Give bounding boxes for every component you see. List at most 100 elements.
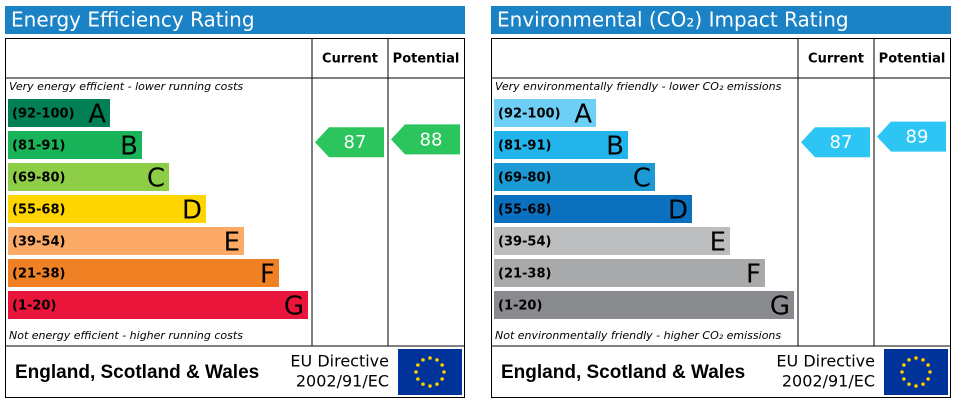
flag-star	[428, 384, 432, 388]
band-bar	[494, 195, 692, 223]
bottom-note: Not environmentally friendly - higher CO…	[495, 329, 781, 342]
rating-value: 87	[830, 132, 853, 153]
band-label: (1-20)	[498, 299, 542, 314]
band-label: (1-20)	[12, 299, 56, 314]
header-bar	[5, 6, 465, 34]
flag-star	[921, 382, 925, 386]
band-bar	[494, 291, 794, 319]
band-label: (92-100)	[12, 107, 75, 122]
flag-star	[928, 370, 932, 374]
panel: Energy Efficiency Rating Current Potential…	[5, 6, 465, 398]
band-bar	[8, 195, 206, 223]
panel-title: Environmental (CO₂) Impact Rating	[497, 8, 849, 32]
band-label: (55-68)	[498, 203, 551, 218]
band-bar	[494, 259, 765, 287]
frame	[5, 38, 465, 398]
band-letter: F	[746, 260, 761, 290]
band-bar	[8, 291, 308, 319]
flag-star	[440, 377, 444, 381]
band-bar	[8, 99, 110, 127]
rating-arrow	[801, 127, 870, 158]
band-bar	[8, 131, 142, 159]
flag-star	[914, 356, 918, 360]
column-header: Current	[808, 52, 864, 67]
band-label: (39-54)	[12, 235, 65, 250]
directive: EU Directive	[776, 352, 875, 371]
directive: 2002/91/EC	[782, 372, 875, 391]
directive: 2002/91/EC	[296, 372, 389, 391]
band-letter: G	[284, 292, 304, 322]
region: England, Scotland & Wales	[501, 362, 745, 383]
flag-star	[416, 363, 420, 367]
flag-star	[907, 382, 911, 386]
header-bar	[491, 6, 951, 34]
band-letter: C	[633, 164, 651, 194]
flag-star	[914, 384, 918, 388]
flag-star	[442, 370, 446, 374]
band-label: (81-91)	[498, 139, 551, 154]
band-bar	[8, 163, 169, 191]
bottom-note: Not energy efficient - higher running co…	[9, 329, 243, 342]
flag-star	[428, 356, 432, 360]
band-bar	[494, 227, 730, 255]
flag-star	[421, 358, 425, 362]
flag-star	[926, 377, 930, 381]
band-letter: B	[120, 132, 138, 162]
column-header: Potential	[393, 52, 460, 67]
band-letter: A	[574, 100, 592, 130]
rating-value: 89	[906, 127, 929, 148]
eu-flag	[884, 349, 948, 395]
top-note: Very energy efficient - lower running co…	[9, 80, 243, 93]
column-header: Potential	[879, 52, 946, 67]
band-letter: E	[224, 228, 240, 258]
band-letter: C	[147, 164, 165, 194]
band-label: (69-80)	[12, 171, 65, 186]
band-letter: F	[260, 260, 275, 290]
band-bar	[494, 131, 628, 159]
band-label: (55-68)	[12, 203, 65, 218]
frame	[491, 38, 951, 398]
band-letter: D	[182, 196, 202, 226]
band-label: (39-54)	[498, 235, 551, 250]
flag-star	[902, 363, 906, 367]
rating-arrow	[877, 121, 946, 152]
panel-title: Energy Efficiency Rating	[11, 8, 255, 32]
flag-star	[414, 370, 418, 374]
flag-star	[416, 377, 420, 381]
band-letter: E	[710, 228, 726, 258]
band-label: (69-80)	[498, 171, 551, 186]
panel: Environmental (CO₂) Impact Rating Current…	[491, 6, 951, 398]
band-label: (81-91)	[12, 139, 65, 154]
eu-flag	[398, 349, 462, 395]
rating-value: 88	[420, 129, 443, 150]
band-bar	[494, 99, 596, 127]
band-bar	[8, 259, 279, 287]
band-label: (21-38)	[498, 267, 551, 282]
band-bar	[494, 163, 655, 191]
flag-star	[900, 370, 904, 374]
flag-star	[440, 363, 444, 367]
rating-arrow	[391, 124, 460, 155]
flag-star	[435, 358, 439, 362]
band-letter: G	[770, 292, 790, 322]
region: England, Scotland & Wales	[15, 362, 259, 383]
band-letter: A	[88, 100, 106, 130]
flag-star	[921, 358, 925, 362]
band-letter: D	[668, 196, 688, 226]
top-note: Very environmentally friendly - lower CO…	[495, 80, 782, 93]
flag-star	[907, 358, 911, 362]
band-label: (21-38)	[12, 267, 65, 282]
flag-star	[435, 382, 439, 386]
flag-star	[902, 377, 906, 381]
rating-value: 87	[344, 132, 367, 153]
column-header: Current	[322, 52, 378, 67]
flag-star	[421, 382, 425, 386]
band-bar	[8, 227, 244, 255]
band-label: (92-100)	[498, 107, 561, 122]
rating-arrow	[315, 127, 384, 158]
directive: EU Directive	[290, 352, 389, 371]
band-letter: B	[606, 132, 624, 162]
flag-star	[926, 363, 930, 367]
